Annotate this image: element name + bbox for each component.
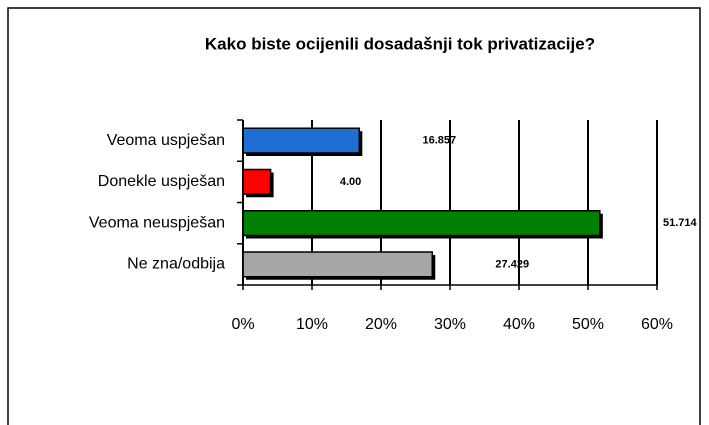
x-tick-label: 40% [503, 316, 535, 333]
data-label: 51.714 [663, 217, 698, 229]
x-tick-label: 10% [296, 316, 328, 333]
data-label: 16.857 [422, 135, 456, 147]
data-label: 4.00 [340, 176, 361, 188]
data-label: 27.429 [495, 258, 529, 270]
y-tick-label: Ne zna/odbija [127, 256, 225, 273]
chart-title: Kako biste ocijenili dosadašnji tok priv… [205, 34, 595, 53]
y-tick-label: Veoma uspješan [107, 132, 225, 149]
bar [242, 168, 272, 195]
y-tick-label: Veoma neuspješan [89, 214, 225, 231]
x-tick-label: 50% [572, 316, 604, 333]
x-tick-label: 60% [641, 316, 673, 333]
x-tick-label: 0% [231, 316, 254, 333]
y-tick-label: Donekle uspješan [98, 173, 225, 190]
bar [242, 251, 434, 278]
bar [242, 127, 361, 154]
x-tick-label: 20% [365, 316, 397, 333]
bar [242, 210, 601, 237]
x-tick-label: 30% [434, 316, 466, 333]
